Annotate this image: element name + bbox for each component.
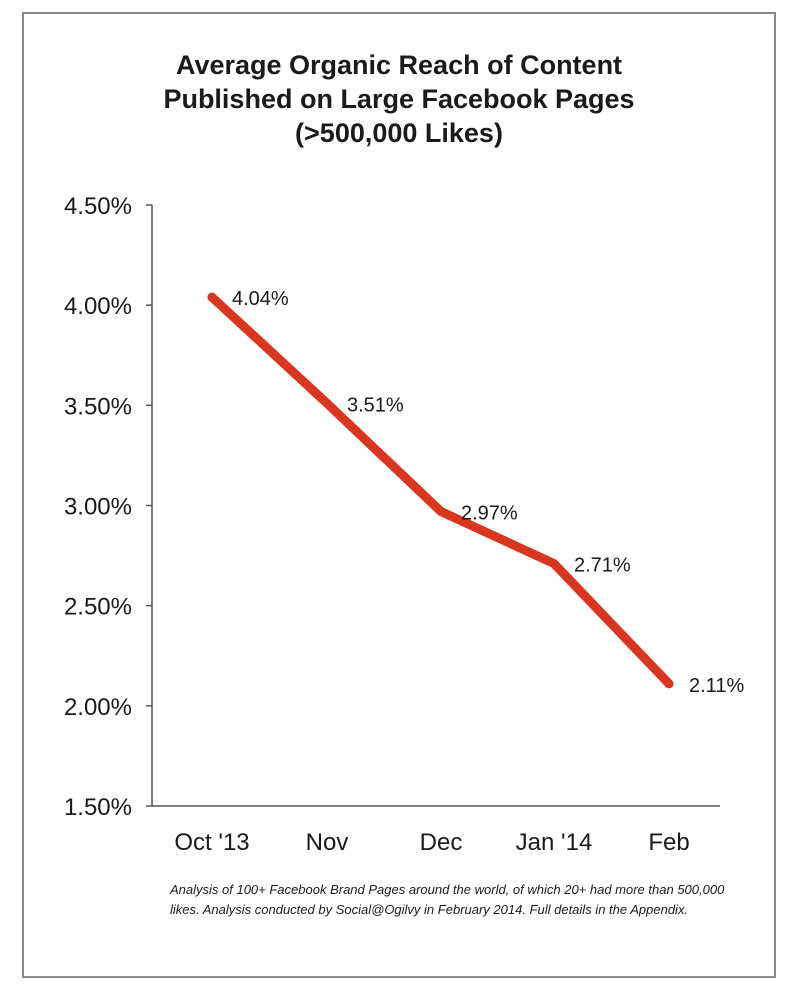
data-point bbox=[549, 559, 559, 569]
data-label: 2.71% bbox=[574, 555, 631, 577]
y-tick-label: 3.50% bbox=[64, 393, 132, 420]
data-label: 2.11% bbox=[689, 675, 744, 697]
data-point bbox=[436, 507, 446, 517]
series-line bbox=[207, 292, 674, 689]
y-tick-label: 2.00% bbox=[64, 694, 132, 721]
x-tick-label: Dec bbox=[420, 829, 463, 856]
chart-title: Average Organic Reach of Content Publish… bbox=[22, 48, 776, 150]
chart-frame bbox=[22, 12, 776, 978]
chart-title-line-2: Published on Large Facebook Pages bbox=[163, 84, 635, 114]
chart-series bbox=[207, 292, 674, 689]
x-tick-label: Jan '14 bbox=[516, 829, 593, 856]
data-label: 2.97% bbox=[461, 503, 518, 525]
chart-data-labels: 4.04% 3.51% 2.97% 2.71% 2.11% bbox=[232, 288, 744, 697]
chart-axes: 1.50% 2.00% 2.50% 3.00% 3.50% 4.00% 4.50% Oct '… bbox=[64, 193, 720, 856]
y-tick-label: 1.50% bbox=[64, 794, 132, 821]
y-tick-label: 3.00% bbox=[64, 494, 132, 521]
data-label: 4.04% bbox=[232, 288, 289, 310]
data-point bbox=[322, 398, 332, 408]
y-tick-label: 2.50% bbox=[64, 594, 132, 621]
chart-footnote: Analysis of 100+ Facebook Brand Pages ar… bbox=[170, 882, 725, 917]
chart-title-line-1: Average Organic Reach of Content bbox=[175, 50, 623, 80]
y-tick-label: 4.00% bbox=[64, 293, 132, 320]
x-tick-label: Feb bbox=[648, 829, 689, 856]
chart-title-line-3: (>500,000 Likes) bbox=[295, 118, 503, 148]
x-tick-label: Oct '13 bbox=[174, 829, 249, 856]
y-tick-label: 4.50% bbox=[64, 193, 132, 220]
x-tick-label: Nov bbox=[306, 829, 349, 856]
data-label: 3.51% bbox=[347, 394, 404, 416]
data-point bbox=[664, 679, 674, 689]
data-point bbox=[207, 292, 217, 302]
